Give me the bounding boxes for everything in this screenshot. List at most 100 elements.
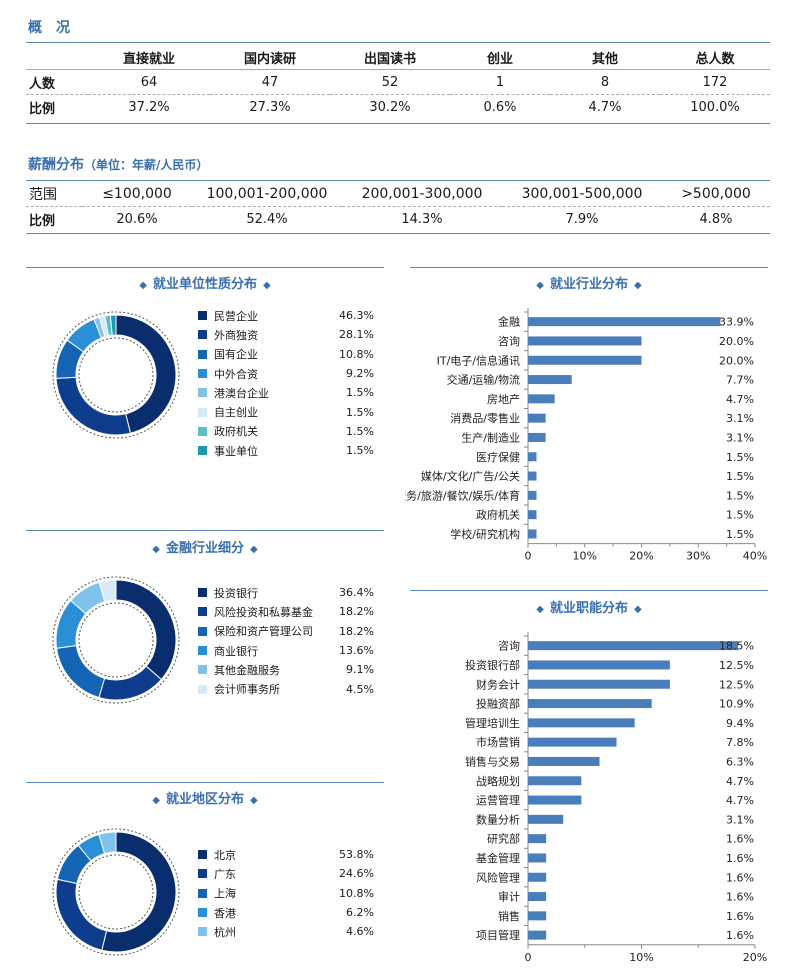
overview-cell: 4.7% bbox=[550, 94, 660, 119]
legend-item: 投资银行 36.4% bbox=[198, 583, 374, 602]
legend-item: 杭州 4.6% bbox=[198, 922, 374, 941]
legend-label: 风险投资和私募基金 bbox=[214, 605, 313, 619]
diamond-icon: ◆ bbox=[250, 795, 258, 806]
legend-label: 保险和资产管理公司 bbox=[214, 625, 313, 639]
donut-slice bbox=[98, 665, 162, 701]
salary-row-label: 比例 bbox=[26, 206, 82, 231]
diamond-icon: ◆ bbox=[152, 795, 160, 806]
legend-label: 会计师事务所 bbox=[214, 683, 280, 697]
legend-item: 会计师事务所 4.5% bbox=[198, 679, 374, 698]
bar bbox=[528, 911, 547, 921]
category-label: 投资银行部 bbox=[465, 658, 520, 672]
bar bbox=[528, 452, 537, 462]
function-bar-chart: 0 10% 20% 咨询 18.5% 投资银行部 12.5% 财务会计 12.5% 投融资部 10.… bbox=[465, 632, 767, 964]
category-label: 基金管理 bbox=[476, 851, 520, 865]
legend-item: 商业银行 13.6% bbox=[198, 641, 374, 660]
salary-title-unit: （单位：年薪/人民币） bbox=[84, 158, 209, 172]
bar bbox=[528, 413, 546, 423]
bar bbox=[528, 834, 547, 844]
category-label: 金融 bbox=[498, 315, 520, 329]
salary-table: 范围 ≤100,000 100,001-200,000 200,001-300,… bbox=[26, 182, 770, 231]
bar-value-label: 18.5% bbox=[719, 640, 754, 653]
donut-slice bbox=[101, 831, 177, 953]
bar bbox=[528, 317, 721, 327]
legend-value: 36.4% bbox=[339, 586, 374, 600]
diamond-icon: ◆ bbox=[634, 604, 642, 615]
overview-col-header: 出国读书 bbox=[363, 51, 416, 67]
finance-donut bbox=[52, 576, 180, 704]
legend-label: 民营企业 bbox=[214, 309, 258, 323]
category-label: 房地产 bbox=[487, 392, 520, 406]
diamond-icon: ◆ bbox=[536, 604, 544, 615]
bar bbox=[528, 795, 582, 805]
overview-col-header: 其他 bbox=[591, 51, 618, 67]
bar bbox=[528, 510, 537, 520]
bar-value-label: 1.5% bbox=[726, 509, 754, 522]
bar-value-label: 7.8% bbox=[726, 736, 754, 749]
salary-row-label: 范围 bbox=[29, 187, 57, 203]
category-label: 市场营销 bbox=[476, 735, 520, 749]
overview-col-header bbox=[26, 45, 88, 70]
legend-swatch bbox=[198, 388, 207, 398]
bar-value-label: 4.7% bbox=[726, 393, 754, 406]
bar-value-label: 7.7% bbox=[726, 374, 754, 387]
function-title: ◆ 就业职能分布 ◆ bbox=[410, 597, 768, 616]
bar bbox=[528, 679, 670, 689]
category-label: 运营管理 bbox=[476, 793, 520, 807]
category-label: 学校/研究机构 bbox=[450, 527, 520, 541]
legend-swatch bbox=[198, 369, 207, 379]
category-label: 咨询 bbox=[498, 639, 520, 653]
overview-top-rule bbox=[26, 42, 770, 43]
category-label: 管理培训生 bbox=[465, 716, 520, 730]
overview-col-header: 创业 bbox=[486, 51, 513, 67]
overview-cell: 47 bbox=[210, 69, 330, 95]
bar bbox=[528, 892, 547, 902]
legend-swatch bbox=[198, 869, 207, 879]
finance-legend: 投资银行 36.4% 风险投资和私募基金 18.2% 保险和资产管理公司 18.2% 商业银… bbox=[198, 583, 374, 699]
bar bbox=[528, 336, 642, 346]
unit-nature-rule bbox=[26, 267, 384, 268]
salary-title-main: 薪酬分布 bbox=[28, 157, 84, 173]
category-label: IT/电子/信息通讯 bbox=[437, 353, 520, 367]
region-donut bbox=[52, 828, 180, 956]
bar bbox=[528, 699, 652, 709]
legend-swatch bbox=[198, 888, 207, 898]
category-label: 投融资部 bbox=[476, 697, 520, 711]
unit-nature-title-text: 就业单位性质分布 bbox=[152, 277, 257, 292]
legend-swatch bbox=[198, 349, 207, 359]
bar-value-label: 6.3% bbox=[726, 755, 754, 768]
bar-value-label: 4.7% bbox=[726, 794, 754, 807]
overview-bottom-rule bbox=[26, 123, 770, 124]
legend-item: 广东 24.6% bbox=[198, 864, 374, 883]
legend-label: 国有企业 bbox=[214, 348, 258, 362]
legend-label: 中外合资 bbox=[214, 367, 258, 381]
region-title-text: 就业地区分布 bbox=[165, 792, 244, 807]
bar bbox=[528, 930, 547, 940]
overview-title: 概 况 bbox=[28, 20, 70, 36]
x-tick-label: 10% bbox=[573, 550, 597, 563]
legend-label: 广东 bbox=[214, 867, 236, 881]
industry-bar-chart: 0 10% 20% 30% 40% 金融 33.9% 咨询 20.0% IT/电子/信息通讯 20.… bbox=[405, 308, 767, 563]
bar-value-label: 1.6% bbox=[726, 891, 754, 904]
bar bbox=[528, 641, 738, 651]
bar-value-label: 1.5% bbox=[726, 451, 754, 464]
donut-slice bbox=[115, 579, 177, 681]
overview-col-header: 直接就业 bbox=[122, 51, 175, 67]
bar-value-label: 1.6% bbox=[726, 871, 754, 884]
overview-cell: 100.0% bbox=[660, 94, 770, 119]
salary-cell: 20.6% bbox=[82, 206, 192, 231]
legend-swatch bbox=[198, 311, 207, 321]
category-label: 交通/运输/物流 bbox=[447, 373, 520, 387]
bar-value-label: 4.7% bbox=[726, 775, 754, 788]
legend-label: 政府机关 bbox=[214, 425, 258, 439]
bar-value-label: 1.6% bbox=[726, 852, 754, 865]
bar-value-label: 9.4% bbox=[726, 717, 754, 730]
legend-swatch bbox=[198, 927, 207, 937]
x-tick-label: 20% bbox=[629, 550, 653, 563]
category-label: 数量分析 bbox=[476, 812, 520, 826]
overview-cell: 27.3% bbox=[210, 94, 330, 119]
legend-item: 中外合资 9.2% bbox=[198, 364, 374, 383]
salary-top-rule bbox=[26, 180, 770, 181]
legend-label: 其他金融服务 bbox=[214, 663, 280, 677]
donut-slice bbox=[98, 579, 117, 603]
